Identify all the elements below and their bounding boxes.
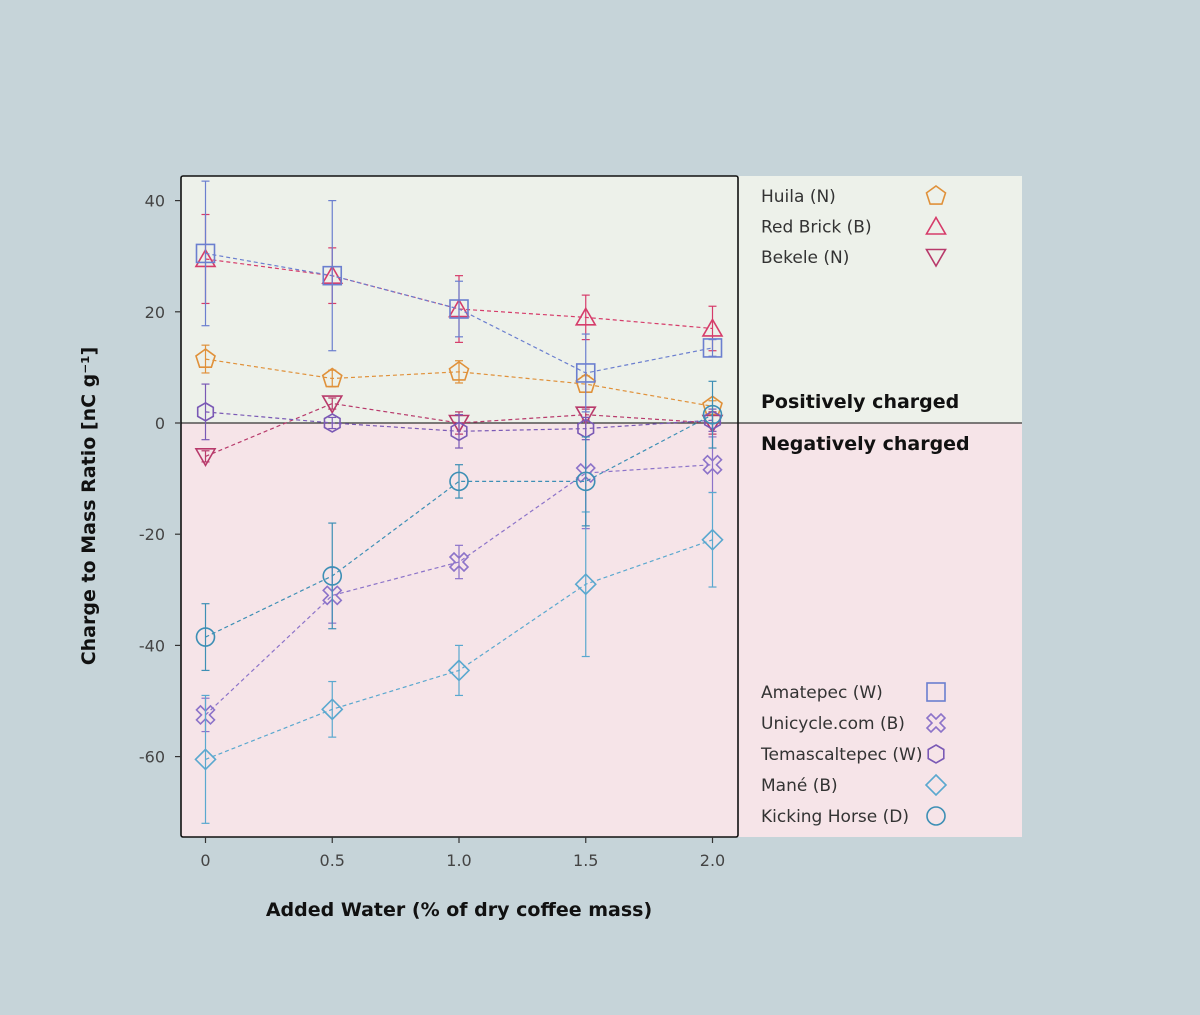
axis-ticks: 40 20 0 -20 -40 -60 0 0.5 1.0 1.5 2.0 bbox=[139, 192, 725, 870]
data-point bbox=[321, 698, 344, 721]
plot-layer bbox=[194, 180, 724, 824]
y-tick-label: 40 bbox=[145, 192, 165, 211]
legend-label: Mané (B) bbox=[761, 776, 838, 796]
data-point bbox=[448, 551, 470, 573]
data-point bbox=[450, 421, 468, 442]
data-point bbox=[701, 528, 724, 551]
legend-marker bbox=[925, 185, 947, 205]
data-point bbox=[196, 401, 215, 422]
data-point bbox=[702, 454, 723, 475]
legend-item: Red Brick (B) bbox=[761, 215, 947, 238]
y-tick-label: -60 bbox=[139, 748, 165, 767]
error-bar bbox=[581, 436, 590, 527]
error-bar bbox=[201, 180, 210, 327]
error-bar bbox=[201, 694, 210, 824]
error-bar bbox=[201, 383, 210, 441]
data-point bbox=[702, 338, 723, 358]
x-axis-title: Added Water (% of dry coffee mass) bbox=[266, 899, 652, 921]
data-point bbox=[449, 471, 469, 492]
data-point bbox=[195, 243, 216, 264]
error-bar bbox=[455, 280, 463, 338]
data-point bbox=[448, 360, 470, 381]
legend-label: Red Brick (B) bbox=[761, 218, 872, 238]
series-man-b bbox=[194, 491, 724, 824]
series-amatepec-w bbox=[195, 180, 723, 413]
legend-label: Kicking Horse (D) bbox=[761, 807, 909, 827]
data-point bbox=[702, 404, 723, 425]
data-point bbox=[575, 471, 596, 492]
error-bar bbox=[581, 333, 590, 413]
error-bar bbox=[455, 464, 463, 499]
data-point bbox=[574, 573, 597, 596]
y-tick-label: -20 bbox=[139, 525, 165, 544]
negative-region bbox=[181, 423, 1022, 837]
data-point bbox=[322, 265, 343, 286]
data-point bbox=[449, 299, 469, 319]
y-tick-label: -40 bbox=[139, 636, 165, 655]
data-point bbox=[321, 367, 343, 388]
legend-item: Amatepec (W) bbox=[761, 682, 946, 703]
error-bar bbox=[708, 491, 717, 588]
error-bar bbox=[455, 644, 463, 697]
legend-item: Mané (B) bbox=[761, 773, 948, 797]
data-point bbox=[323, 413, 341, 433]
legend-marker bbox=[925, 248, 947, 268]
region-label-positive: Positively charged bbox=[761, 391, 959, 413]
error-bar bbox=[328, 680, 337, 738]
y-tick-label: 20 bbox=[145, 303, 165, 322]
legend-item: Kicking Horse (D) bbox=[761, 806, 946, 827]
series-line bbox=[205, 414, 713, 638]
legend-label: Bekele (N) bbox=[761, 248, 849, 268]
x-tick-label: 1.0 bbox=[446, 851, 471, 870]
data-point bbox=[195, 627, 216, 647]
data-point bbox=[701, 317, 724, 337]
legend-label: Temascaltepec (W) bbox=[760, 745, 922, 765]
legend-item: Bekele (N) bbox=[761, 248, 947, 268]
data-point bbox=[194, 748, 217, 771]
x-tick-label: 2.0 bbox=[700, 851, 725, 870]
legend-label: Unicycle.com (B) bbox=[761, 714, 905, 734]
x-tick-label: 0 bbox=[200, 851, 210, 870]
data-point bbox=[321, 395, 344, 415]
error-bar bbox=[455, 544, 463, 580]
data-point bbox=[322, 566, 343, 586]
legend-marker bbox=[925, 712, 947, 734]
series-line bbox=[205, 258, 713, 330]
legend-marker bbox=[927, 744, 945, 764]
legend-item: Unicycle.com (B) bbox=[761, 712, 947, 734]
error-bar bbox=[708, 380, 717, 449]
x-tick-label: 1.5 bbox=[573, 851, 598, 870]
legend-marker bbox=[925, 215, 947, 235]
legend-marker bbox=[926, 806, 946, 826]
legend-item: Temascaltepec (W) bbox=[760, 744, 945, 765]
y-tick-label: 0 bbox=[155, 414, 165, 433]
data-point bbox=[195, 348, 216, 368]
data-point bbox=[574, 306, 597, 326]
error-bar bbox=[328, 416, 337, 430]
error-bar bbox=[328, 522, 337, 630]
series-kicking-horse-d bbox=[195, 380, 723, 672]
legend-label: Huila (N) bbox=[761, 187, 836, 207]
error-bar bbox=[328, 200, 337, 352]
error-bar bbox=[455, 414, 463, 449]
legend-marker bbox=[926, 682, 946, 702]
y-axis-title: Charge to Mass Ratio [nC g⁻¹] bbox=[78, 347, 100, 666]
legend-marker bbox=[924, 773, 948, 797]
data-point bbox=[447, 659, 471, 682]
data-point bbox=[194, 448, 217, 467]
series-line bbox=[205, 402, 713, 457]
legend-label: Amatepec (W) bbox=[761, 683, 883, 703]
legend: Huila (N) Red Brick (B) Bekele (N) Amatepec… bbox=[760, 185, 948, 827]
x-tick-label: 0.5 bbox=[320, 851, 345, 870]
data-point bbox=[575, 363, 596, 383]
positive-region bbox=[181, 176, 1022, 423]
error-bar bbox=[201, 603, 210, 672]
region-label-negative: Negatively charged bbox=[761, 433, 970, 455]
legend-item: Huila (N) bbox=[761, 185, 947, 207]
